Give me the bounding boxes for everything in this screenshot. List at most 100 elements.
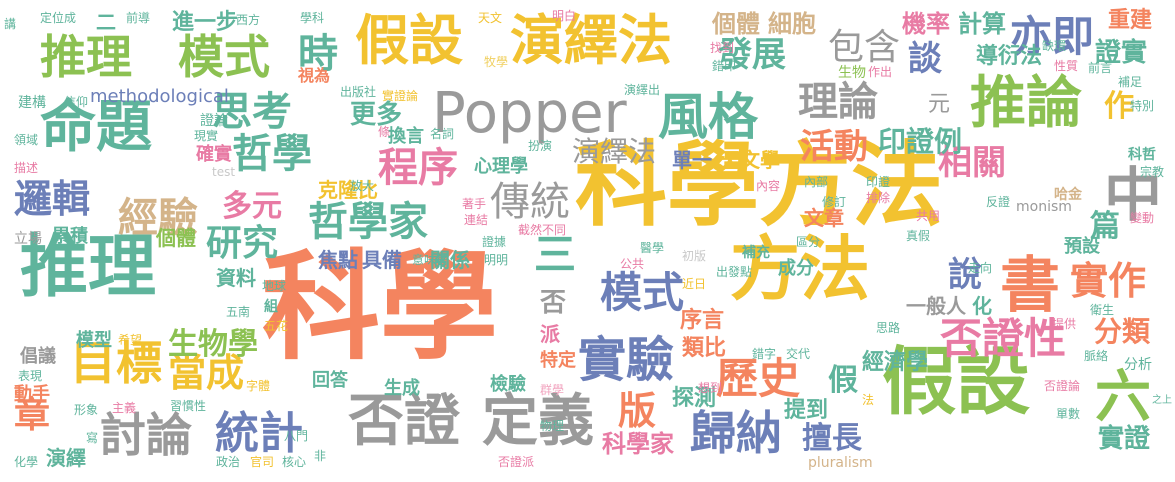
word-xiuding: 修訂: [822, 195, 847, 209]
word-yixue: 醫學: [640, 241, 665, 255]
word-xibao: 細胞: [768, 10, 816, 38]
word-jilv: 機率: [902, 10, 950, 38]
word-moxing: 模型: [76, 330, 112, 351]
word-lianjie: 連結: [464, 213, 489, 227]
word-ziliao: 資料: [216, 266, 256, 290]
word-leiji: 累積: [52, 226, 88, 247]
word-hua: 化: [972, 294, 992, 318]
word-geti-mid: 個體: [156, 226, 196, 250]
word-fenlei: 分類: [1094, 315, 1151, 348]
word-jiaodai: 交代: [786, 347, 811, 361]
word-tuili-large: 推理: [20, 228, 157, 307]
word-kezhe: 科哲: [1128, 147, 1156, 163]
word-lingyu: 領域: [14, 133, 39, 147]
word-muxue: 牧學: [484, 55, 509, 69]
word-jinri: 近日: [682, 277, 707, 291]
word-shanchang: 擅長: [802, 421, 862, 456]
word-shengcheng: 生成: [384, 378, 420, 399]
word-zu: 組: [264, 299, 278, 315]
word-jiashe-top: 假設: [355, 9, 463, 72]
word-tianwenxue: 天文學: [720, 148, 780, 172]
word-kelongbi: 克隆比: [318, 178, 378, 202]
word-neirong: 內容: [756, 179, 781, 193]
word-chongjian: 重建: [1108, 8, 1153, 33]
word-chuban: 初版: [682, 249, 707, 263]
word-jiashe-large: 假設: [882, 339, 1030, 425]
word-jisuan: 計算: [958, 10, 1006, 38]
word-zongjiao: 宗教: [1140, 165, 1165, 179]
word-silu: 思路: [876, 321, 901, 335]
word-buzu: 補足: [1118, 75, 1143, 89]
word-yanjiu: 研究: [206, 223, 279, 264]
word-danshu: 單數: [1056, 407, 1081, 421]
word-test: test: [212, 165, 236, 179]
word-gonggong: 公共: [620, 257, 645, 271]
word-guina: 歸納: [690, 406, 782, 460]
word-cuozi: 錯字: [752, 347, 777, 361]
word-shuo: 說: [948, 255, 982, 295]
word-mingming: 明明: [484, 253, 509, 267]
word-zhenglun: 證論: [200, 113, 228, 129]
word-fou: 否: [540, 288, 567, 318]
word-fouzheng: 否證: [348, 389, 460, 454]
word-xiguanxing: 習慣性: [170, 399, 207, 413]
word-wenzhang: 文章: [804, 206, 844, 230]
word-biaoxian: 表現: [18, 369, 43, 383]
word-leibi: 類比: [682, 336, 727, 361]
word-xingzhi: 性質: [1054, 59, 1079, 73]
word-neibu: 內部: [804, 175, 829, 189]
word-queshi: 確實: [196, 144, 232, 165]
word-hajin: 哈金: [1054, 187, 1082, 203]
word-guansi: 官司: [250, 455, 275, 469]
word-chuantong: 傳統: [490, 179, 570, 225]
word-shu: 書: [1000, 251, 1060, 321]
word-jiangou: 建構: [18, 95, 46, 111]
word-guanxi: 關係: [430, 248, 470, 272]
word-zhengzhi: 政治: [216, 455, 241, 469]
word-shizheng: 實證: [1098, 424, 1151, 454]
word-tigong: 提供: [1052, 317, 1077, 331]
word-zhexue: 哲學: [232, 131, 312, 177]
word-fei: 非: [314, 449, 327, 463]
word-mubiao: 目標: [70, 336, 162, 390]
word-jiaodian: 焦點: [318, 248, 358, 272]
word-quehuan: 缺環: [1042, 39, 1067, 53]
word-qianyan: 前言: [1088, 61, 1113, 75]
word-zhaodao: 找到: [710, 41, 735, 55]
word-dangcheng: 當成: [168, 351, 245, 395]
word-daoyanfa: 導衍法: [976, 44, 1043, 69]
word-fouzhengxing: 否證性: [940, 314, 1067, 363]
word-xinyang: 信仰: [64, 95, 89, 109]
word-tiao: 條: [378, 125, 391, 139]
word-zhenjia: 真假: [906, 229, 931, 243]
word-zuochu: 作出: [868, 65, 893, 79]
word-zouxiang: 走向: [968, 261, 993, 275]
word-baohan: 包含: [828, 27, 901, 68]
word-miaoshu: 描述: [14, 161, 39, 175]
word-kexuejia: 科學家: [602, 430, 674, 458]
word-gongyong: 共用: [916, 209, 941, 223]
word-zhexuejia: 哲學家: [308, 199, 428, 245]
word-xingxiang: 形象: [74, 403, 99, 417]
word-yushe: 預設: [1064, 236, 1100, 257]
word-danyi: 單一: [672, 148, 712, 172]
word-liu: 六: [1095, 365, 1151, 430]
word-zhushou: 著手: [462, 197, 487, 211]
word-bamen: 八門: [284, 429, 309, 443]
word-dingweicheng: 定位成: [40, 11, 77, 25]
word-yanyifa-mid: 演繹法: [572, 135, 657, 168]
word-duoyuan: 多元: [222, 189, 282, 224]
word-jingyan: 經驗: [118, 195, 198, 241]
word-fazhan: 發展: [718, 35, 786, 75]
word-chubanshe: 出版社: [340, 85, 377, 99]
word-biandong: 變動: [1130, 211, 1155, 225]
word-ban: 版: [618, 389, 657, 433]
word-yanyi: 演繹: [46, 446, 86, 470]
word-pian: 篇: [1090, 209, 1120, 244]
word-xifang: 西方: [236, 13, 261, 27]
word-lishi: 歷史: [716, 354, 801, 403]
word-sikao: 思考: [212, 89, 292, 135]
word-tuili-top: 推理: [40, 30, 132, 84]
word-tuilun: 推論: [970, 71, 1082, 136]
word-zhuyi: 主義: [112, 401, 137, 415]
